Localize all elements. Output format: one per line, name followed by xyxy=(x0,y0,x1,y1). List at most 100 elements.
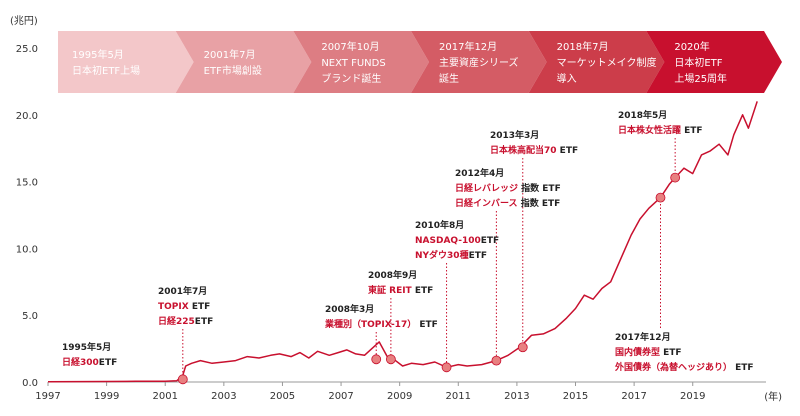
annotation-line: 日経レバレッジ 指数 ETF xyxy=(455,182,561,194)
phase-label: ブランド誕生 xyxy=(321,72,381,85)
event-marker xyxy=(491,355,502,366)
event-marker xyxy=(371,354,382,365)
annotation-line: 日本株女性活躍 ETF xyxy=(618,124,703,136)
y-tick-label: 25.0 xyxy=(16,44,38,55)
annotation-line: 2001年7月 xyxy=(158,285,207,297)
x-tick-label: 1997 xyxy=(35,391,60,402)
annotation-text: ETF xyxy=(732,363,754,373)
y-tick-label: 5.0 xyxy=(22,311,38,322)
y-unit-label: (兆円) xyxy=(10,15,38,27)
phase-label: 2017年12月 xyxy=(439,40,497,53)
annotation-text: 2012年4月 xyxy=(455,167,504,179)
y-tick-label: 0.0 xyxy=(22,378,38,389)
phase-label: 主要資産シリーズ xyxy=(439,56,519,69)
x-tick-label: 2005 xyxy=(270,391,295,402)
annotation-text: 2001年7月 xyxy=(158,285,207,297)
annotation-text: 外国債券（為替ヘッジあり） xyxy=(614,361,732,373)
annotation-line: 2008年9月 xyxy=(368,269,417,281)
annotation-line: 2008年3月 xyxy=(325,303,374,315)
x-tick-label: 2017 xyxy=(621,391,646,402)
annotation-text: 日本株女性活躍 xyxy=(618,124,681,136)
annotation-line: NYダウ30種ETF xyxy=(415,249,487,261)
x-tick-label: 2011 xyxy=(446,391,471,402)
annotation-line: 日経300ETF xyxy=(62,356,117,368)
annotation-text: 2018年5月 xyxy=(618,109,667,121)
x-tick-label: 2015 xyxy=(563,391,588,402)
annotation-text: 日経レバレッジ xyxy=(455,182,518,194)
event-marker xyxy=(655,192,666,203)
annotation-text: ETF xyxy=(660,348,682,358)
phase-label: 2007年10月 xyxy=(321,40,379,53)
phase-label: 上場25周年 xyxy=(674,72,727,85)
phase-arrow xyxy=(646,31,782,93)
annotation-line: 日経225ETF xyxy=(158,315,213,327)
phase-arrow xyxy=(175,31,312,93)
aum-line xyxy=(47,101,758,383)
annotation-text: 日本株高配当70 xyxy=(490,144,557,156)
x-tick-label: 2009 xyxy=(387,391,412,402)
phase-label: ETF市場創設 xyxy=(204,64,262,77)
annotation-text: ETF xyxy=(481,236,499,246)
annotation-line: 国内債券型 ETF xyxy=(615,346,682,358)
y-tick-label: 15.0 xyxy=(16,178,38,189)
annotation-text: NYダウ30種 xyxy=(415,249,469,261)
x-tick-label: 2007 xyxy=(328,391,353,402)
x-tick-label: 2003 xyxy=(211,391,236,402)
annotation-line: 1995年5月 xyxy=(62,341,111,353)
annotation-text: ETF xyxy=(469,251,487,261)
annotation-text: 東証 REIT xyxy=(368,284,413,296)
phase-arrow xyxy=(58,31,194,93)
annotation-line: 日経インバース 指数 ETF xyxy=(455,197,560,209)
aum-series xyxy=(47,101,758,383)
phase-label: 日本初ETF上場 xyxy=(72,64,140,77)
phase-arrow xyxy=(293,31,429,93)
y-tick-label: 10.0 xyxy=(16,244,38,255)
annotation-line: NASDAQ-100ETF xyxy=(415,236,499,246)
annotation-line: 2012年4月 xyxy=(455,167,504,179)
annotation-text: ETF xyxy=(416,320,438,330)
phase-label: 2020年 xyxy=(674,40,709,53)
x-tick-label: 2013 xyxy=(504,391,529,402)
annotation-text: 1995年5月 xyxy=(62,341,111,353)
axes: 0.0 5.0 10.0 15.0 20.0 25.0 1997 1999 2001 2003 20… xyxy=(16,44,766,402)
event-marker xyxy=(441,362,452,373)
annotation-text: 2008年3月 xyxy=(325,303,374,315)
phase-label: NEXT FUNDS xyxy=(321,58,385,69)
phase-label: 2018年7月 xyxy=(557,40,609,53)
annotation-text: ETF xyxy=(189,302,211,312)
phase-label: 日本初ETF xyxy=(674,56,722,69)
annotation-text: ETF xyxy=(681,126,703,136)
x-tick-label: 1999 xyxy=(94,391,119,402)
phase-arrow xyxy=(528,31,665,93)
annotation-line: 外国債券（為替ヘッジあり） ETF xyxy=(614,361,754,373)
phase-label: マーケットメイク制度 xyxy=(557,56,657,69)
annotation-text: 国内債券型 xyxy=(615,346,660,358)
annotation-text: 2013年3月 xyxy=(490,129,539,141)
phase-label: 誕生 xyxy=(439,72,459,85)
annotation-text: ETF xyxy=(412,286,434,296)
event-markers xyxy=(177,172,681,385)
annotation-text: 2008年9月 xyxy=(368,269,417,281)
phase-arrow xyxy=(411,31,547,93)
annotation-text: 業種別（TOPIX-17） xyxy=(324,318,416,330)
event-marker xyxy=(385,354,396,365)
phase-label: 1995年5月 xyxy=(72,48,124,61)
annotation-line: 2017年12月 xyxy=(615,331,671,343)
annotation-text: 2017年12月 xyxy=(615,331,671,343)
annotation-text: 日経インバース xyxy=(455,197,518,209)
annotation-line: 2018年5月 xyxy=(618,109,667,121)
annotation-text: 指数 ETF xyxy=(518,197,561,209)
x-tick-label: 2019 xyxy=(680,391,705,402)
annotation-text: TOPIX xyxy=(158,302,189,312)
annotation-line: 日本株高配当70 ETF xyxy=(490,144,578,156)
annotation-text: ETF xyxy=(99,358,117,368)
annotation-line: 東証 REIT ETF xyxy=(368,284,433,296)
annotation-line: 2013年3月 xyxy=(490,129,539,141)
phase-label: 2001年7月 xyxy=(204,48,256,61)
x-tick-label: 2001 xyxy=(152,391,177,402)
y-tick-label: 20.0 xyxy=(16,111,38,122)
annotation-text: NASDAQ-100 xyxy=(415,236,481,246)
phase-label: 導入 xyxy=(557,72,577,85)
